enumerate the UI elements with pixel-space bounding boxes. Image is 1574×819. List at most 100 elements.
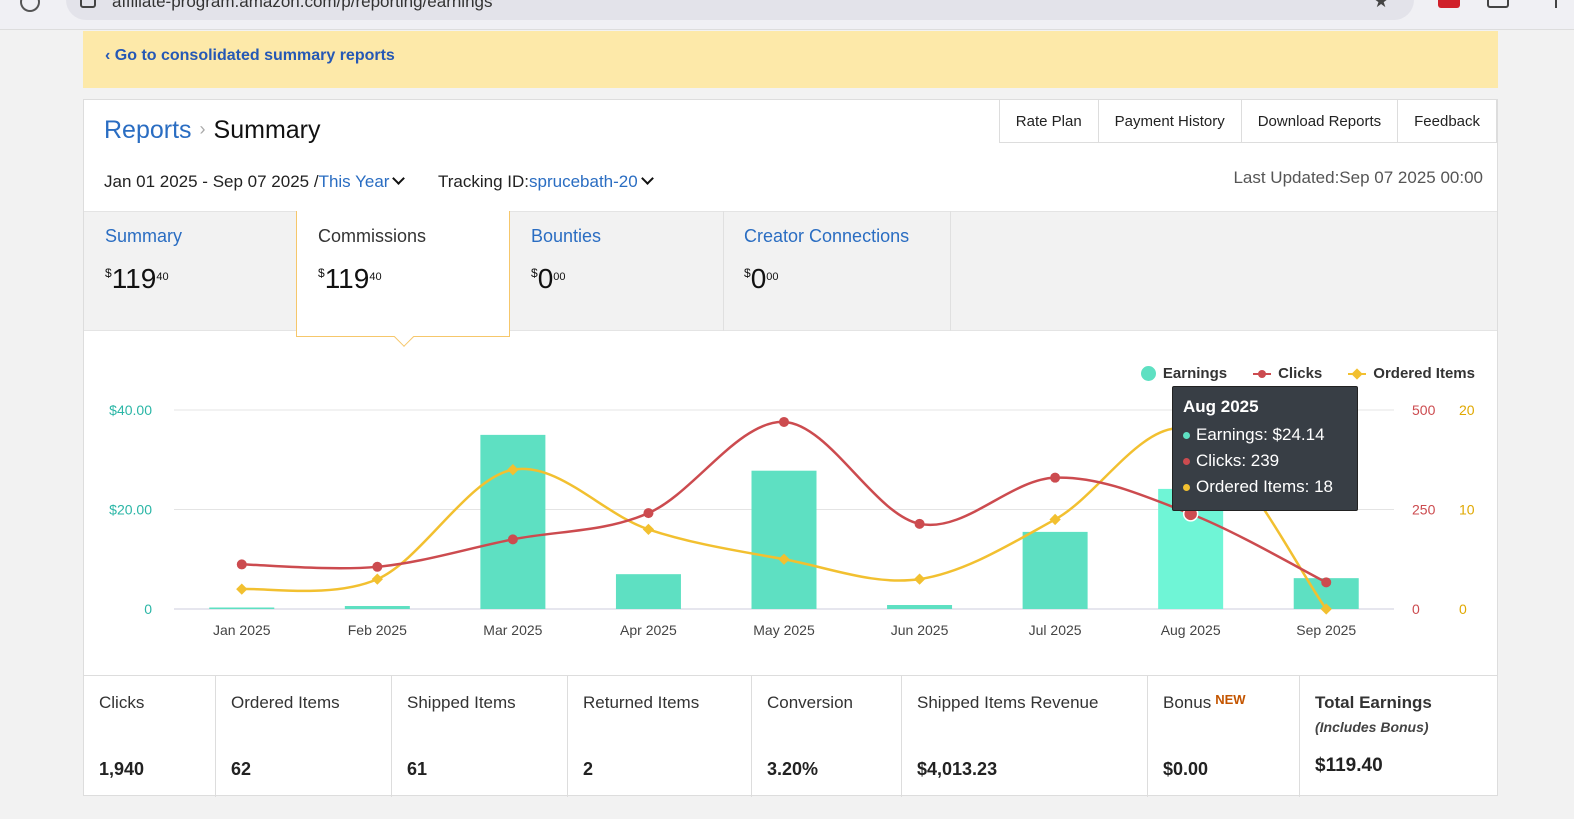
point-ordered-items <box>1049 513 1061 526</box>
stat-value: 2 <box>583 759 594 779</box>
chevron-down-icon[interactable] <box>392 172 406 185</box>
x-tick-label: Sep 2025 <box>1296 622 1356 638</box>
stat-label: Returned Items <box>583 693 700 712</box>
extensions-icon[interactable] <box>1487 0 1509 8</box>
tile-value: $000 <box>744 263 779 294</box>
stat-label: Bonus NEW <box>1163 692 1246 712</box>
legend-clicks-swatch <box>1253 369 1272 378</box>
bar-earnings <box>887 605 953 609</box>
point-ordered-items <box>1320 603 1332 615</box>
tab-feedback[interactable]: Feedback <box>1397 100 1497 143</box>
x-tick-label: Apr 2025 <box>620 622 677 638</box>
stat-value: 62 <box>231 759 252 779</box>
point-ordered-items <box>371 573 383 585</box>
point-clicks <box>507 534 518 545</box>
tooltip-dot <box>1183 457 1190 465</box>
point-ordered-items <box>642 523 655 536</box>
bar-earnings <box>480 434 546 609</box>
date-range-selector[interactable]: Jan 01 2025 - Sep 07 2025 /This Year <box>104 172 406 192</box>
tab-rate-plan[interactable]: Rate Plan <box>998 100 1099 143</box>
tile-commissions[interactable]: Commissions $11940 <box>296 211 510 347</box>
point-clicks <box>1321 577 1332 588</box>
x-tick-label: May 2025 <box>753 622 815 638</box>
date-range-text: Jan 01 2025 - Sep 07 2025 / <box>104 172 319 191</box>
y-right-ordered-tick: 10 <box>1459 502 1475 518</box>
new-badge: NEW <box>1215 692 1246 707</box>
bar-earnings <box>615 574 681 609</box>
y-right-ordered-tick: 0 <box>1459 601 1467 617</box>
reports-card: Reports › Summary Rate Plan Payment Histor… <box>83 99 1498 797</box>
tile-value: $000 <box>531 263 566 294</box>
legend-label: Clicks <box>1278 365 1323 382</box>
point-clicks <box>236 559 247 570</box>
stat-value: 3.20% <box>767 759 819 779</box>
stat-value: 61 <box>407 759 428 779</box>
y-left-tick: 0 <box>144 601 152 617</box>
browser-menu-icon[interactable] <box>1555 0 1565 8</box>
tracking-id-selector[interactable]: Tracking ID:sprucebath-20 <box>438 172 654 192</box>
pdf-extension-icon[interactable] <box>1438 0 1460 8</box>
tab-download-reports[interactable]: Download Reports <box>1240 100 1399 143</box>
site-info-icon[interactable] <box>80 0 96 8</box>
stat-label: Clicks <box>99 693 145 712</box>
chart-legend: Earnings Clicks Ordered Items <box>1140 365 1475 382</box>
stat-returned-items: Returned Items 2 <box>568 676 752 797</box>
bar-earnings <box>751 470 817 609</box>
point-clicks <box>1050 472 1061 483</box>
bar-earnings <box>1022 531 1088 609</box>
browser-toolbar: affiliate-program.amazon.com/p/reporting… <box>0 0 1574 30</box>
point-clicks <box>372 561 383 572</box>
stat-shipped-revenue: Shipped Items Revenue $4,013.23 <box>902 676 1148 797</box>
stat-conversion: Conversion 3.20% <box>752 676 902 797</box>
tile-title: Bounties <box>531 226 602 246</box>
point-ordered-items <box>236 583 248 595</box>
point-ordered-items <box>778 553 790 565</box>
bar-earnings <box>344 606 410 609</box>
consolidated-summary-link[interactable]: ‹ Go to consolidated summary reports <box>105 47 395 64</box>
stat-bonus: Bonus NEW $0.00 <box>1148 676 1300 797</box>
date-preset-link[interactable]: This Year <box>318 172 390 191</box>
legend-earnings[interactable]: Earnings <box>1140 365 1227 382</box>
breadcrumb-separator: › <box>199 119 206 139</box>
tab-payment-history[interactable]: Payment History <box>1097 100 1242 143</box>
bar-earnings <box>209 607 275 610</box>
breadcrumb-reports-link[interactable]: Reports <box>104 116 192 144</box>
tracking-id-link[interactable]: sprucebath-20 <box>529 172 638 191</box>
legend-ordered-swatch <box>1348 372 1367 375</box>
tooltip-dot <box>1183 431 1190 439</box>
y-left-tick: $40.00 <box>109 402 152 418</box>
stat-value: $4,013.23 <box>917 759 998 779</box>
chevron-down-icon[interactable] <box>640 172 654 185</box>
tooltip-dot <box>1183 483 1190 491</box>
tile-creator-connections[interactable]: Creator Connections $000 <box>723 211 950 331</box>
page-title: Summary <box>213 116 321 144</box>
stat-shipped-items: Shipped Items 61 <box>392 676 568 797</box>
legend-earnings-swatch <box>1140 366 1156 381</box>
legend-ordered-items[interactable]: Ordered Items <box>1348 365 1475 382</box>
y-right-clicks-tick: 500 <box>1412 402 1436 418</box>
address-bar[interactable] <box>66 0 1414 20</box>
stat-clicks: Clicks 1,940 <box>84 676 216 797</box>
point-clicks <box>914 518 925 529</box>
reload-icon[interactable] <box>20 0 40 12</box>
tile-bounties[interactable]: Bounties $000 <box>510 211 723 331</box>
stat-value: $119.40 <box>1315 755 1383 776</box>
x-tick-label: Aug 2025 <box>1161 622 1221 638</box>
point-clicks <box>779 416 789 427</box>
chart-tooltip: Aug 2025 Earnings: $24.14 Clicks: 239 Or… <box>1172 386 1358 511</box>
earnings-chart[interactable]: $40.00 $20.00 0 500 250 0 20 10 0 Jan 2025 Feb 202… <box>84 340 1497 670</box>
tooltip-title: Aug 2025 <box>1183 397 1259 416</box>
tile-summary[interactable]: Summary $11940 <box>84 211 296 331</box>
y-right-clicks-tick: 250 <box>1412 502 1436 518</box>
x-tick-label: Jan 2025 <box>213 622 271 638</box>
tooltip-row-earnings: Earnings: $24.14 <box>1183 425 1347 445</box>
point-ordered-items <box>913 573 926 585</box>
bookmark-star-icon[interactable]: ★ <box>1373 0 1390 11</box>
url-text[interactable]: affiliate-program.amazon.com/p/reporting… <box>112 0 493 11</box>
legend-clicks[interactable]: Clicks <box>1253 365 1322 382</box>
tile-title: Creator Connections <box>744 226 910 246</box>
x-tick-label: Jun 2025 <box>891 622 949 638</box>
stat-total-earnings: Total Earnings (Includes Bonus) $119.40 <box>1300 676 1497 797</box>
stat-value: 1,940 <box>99 759 145 779</box>
y-left-tick: $20.00 <box>109 502 152 518</box>
